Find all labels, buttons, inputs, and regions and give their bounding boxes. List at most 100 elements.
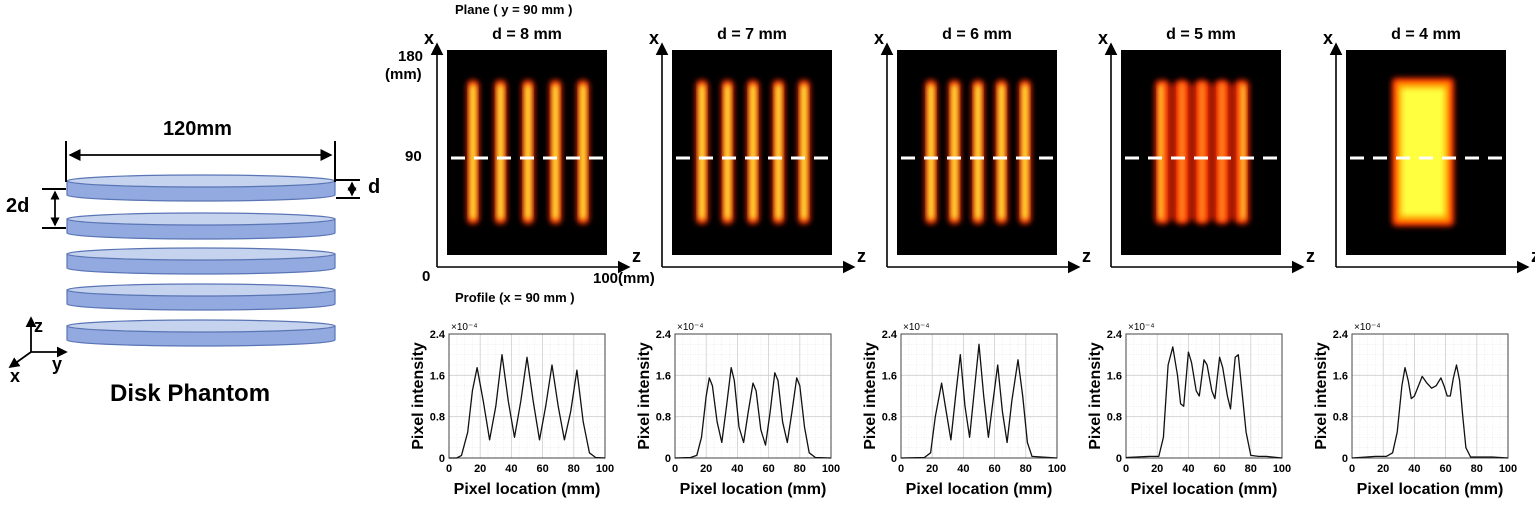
- z-tick-end: 100(mm): [593, 270, 655, 287]
- svg-text:80: 80: [1245, 463, 1257, 475]
- y-exponent-label: ×10⁻⁴: [903, 322, 930, 333]
- profile-line: [449, 354, 606, 459]
- heatmap-image: [1329, 42, 1530, 274]
- x-axis-label: x: [424, 28, 435, 48]
- svg-text:2.4: 2.4: [430, 329, 446, 341]
- image-panel: d = 8 mm x z: [402, 0, 662, 285]
- svg-text:2.4: 2.4: [1107, 329, 1123, 341]
- panel-title: d = 6 mm: [942, 26, 1012, 43]
- x-axis-label: x: [1098, 28, 1109, 48]
- svg-text:0.8: 0.8: [882, 412, 897, 424]
- panel-title: d = 8 mm: [492, 26, 562, 43]
- profile-line: [1351, 364, 1509, 459]
- line-chart: 0 20 40 60 80 100 0 0.8 1.6 2.4 ×10⁻⁴ Pixel locatio…: [1087, 322, 1291, 498]
- svg-text:20: 20: [474, 463, 486, 475]
- svg-text:20: 20: [1151, 463, 1163, 475]
- z-axis-label: z: [1531, 246, 1535, 267]
- y-axis-label: y: [52, 354, 63, 374]
- line-chart: 0 20 40 60 80 100 0 0.8 1.6 2.4 ×10⁻⁴ Pixel locatio…: [862, 322, 1066, 498]
- z-axis-label: z: [632, 246, 641, 266]
- z-axis-label: z: [1306, 246, 1315, 266]
- z-axis-label: z: [857, 246, 866, 266]
- svg-text:1.6: 1.6: [882, 370, 897, 382]
- y-axis-title: Pixel intensity: [636, 342, 653, 450]
- y-axis-title: Pixel intensity: [410, 342, 427, 450]
- svg-text:100: 100: [1273, 463, 1291, 475]
- svg-text:0: 0: [1116, 453, 1122, 465]
- svg-text:40: 40: [505, 463, 517, 475]
- image-panel: d = 6 mm x z: [852, 0, 1112, 285]
- phantom-title: Disk Phantom: [110, 380, 271, 407]
- x-axis-title: Pixel location (mm): [680, 481, 827, 498]
- svg-text:80: 80: [794, 463, 806, 475]
- plane-section-label: Plane ( y = 90 mm ): [455, 2, 573, 17]
- svg-text:0: 0: [672, 463, 678, 475]
- svg-text:60: 60: [1213, 463, 1225, 475]
- disk-phantom-diagram: [8, 141, 360, 369]
- y-axis-title: Pixel intensity: [1087, 342, 1104, 450]
- thickness-dimension: [336, 179, 360, 199]
- svg-text:60: 60: [762, 463, 774, 475]
- svg-text:80: 80: [1020, 463, 1032, 475]
- svg-text:0: 0: [1342, 453, 1348, 465]
- svg-text:80: 80: [568, 463, 580, 475]
- heatmap-image: [1104, 42, 1305, 274]
- y-exponent-label: ×10⁻⁴: [677, 322, 704, 333]
- profile-chart: 0 20 40 60 80 100 0 0.8 1.6 2.4 ×10⁻⁴ Pixel locatio…: [1072, 310, 1307, 505]
- y-exponent-label: ×10⁻⁴: [1354, 322, 1381, 333]
- svg-text:100: 100: [1499, 463, 1517, 475]
- svg-text:20: 20: [926, 463, 938, 475]
- profile-line: [900, 343, 1058, 459]
- panel-title: d = 7 mm: [717, 26, 787, 43]
- svg-text:0.8: 0.8: [1107, 412, 1122, 424]
- x-tick-180: 180: [398, 48, 424, 65]
- svg-text:0: 0: [1349, 463, 1355, 475]
- svg-text:0: 0: [891, 453, 897, 465]
- y-axis-title: Pixel intensity: [862, 342, 879, 450]
- profile-line: [1125, 346, 1283, 459]
- svg-text:2.4: 2.4: [882, 329, 898, 341]
- heatmap-image: [880, 42, 1081, 274]
- svg-text:1.6: 1.6: [1333, 370, 1348, 382]
- z-axis-label: z: [34, 316, 43, 336]
- svg-text:80: 80: [1471, 463, 1483, 475]
- x-axis-title: Pixel location (mm): [1131, 481, 1278, 498]
- svg-text:60: 60: [536, 463, 548, 475]
- x-axis-title: Pixel location (mm): [1357, 481, 1504, 498]
- z-axis-label: z: [1082, 246, 1091, 266]
- panel-title: d = 4 mm: [1391, 26, 1461, 43]
- x-tick-90: 90: [405, 148, 422, 165]
- image-panel: d = 7 mm x z: [627, 0, 887, 285]
- svg-text:40: 40: [1182, 463, 1194, 475]
- profile-section-label: Profile (x = 90 mm ): [455, 290, 575, 305]
- svg-text:0.8: 0.8: [1333, 412, 1348, 424]
- svg-text:40: 40: [731, 463, 743, 475]
- disk-stack: [66, 174, 336, 347]
- heatmap-image: [430, 42, 631, 274]
- line-chart: 0 20 40 60 80 100 0 0.8 1.6 2.4 ×10⁻⁴ Pixel locatio…: [636, 322, 840, 498]
- svg-text:100: 100: [1048, 463, 1066, 475]
- svg-text:2.4: 2.4: [1333, 329, 1349, 341]
- svg-text:0: 0: [898, 463, 904, 475]
- line-chart: 0 20 40 60 80 100 0 0.8 1.6 2.4 ×10⁻⁴ Pixel locatio…: [410, 322, 614, 498]
- line-chart: 0 20 40 60 80 100 0 0.8 1.6 2.4 ×10⁻⁴ Pixel locatio…: [1313, 322, 1517, 498]
- profile-line: [674, 366, 832, 459]
- svg-text:2.4: 2.4: [656, 329, 672, 341]
- x-axis-label: x: [874, 28, 885, 48]
- svg-text:0: 0: [446, 463, 452, 475]
- profile-chart: 0 20 40 60 80 100 0 0.8 1.6 2.4 ×10⁻⁴ Pixel locatio…: [621, 310, 856, 505]
- x-axis-label: x: [1323, 28, 1334, 48]
- spacing-label: 2d: [6, 195, 30, 217]
- svg-text:100: 100: [822, 463, 840, 475]
- x-axis-label: x: [649, 28, 660, 48]
- x-tick-origin: 0: [422, 268, 431, 285]
- profile-chart: 0 20 40 60 80 100 0 0.8 1.6 2.4 ×10⁻⁴ Pixel locatio…: [847, 310, 1082, 505]
- svg-text:0: 0: [665, 453, 671, 465]
- y-exponent-label: ×10⁻⁴: [451, 322, 478, 333]
- thickness-label: d: [368, 176, 381, 198]
- svg-text:1.6: 1.6: [1107, 370, 1122, 382]
- x-tick-unit: (mm): [385, 66, 422, 83]
- svg-text:40: 40: [1408, 463, 1420, 475]
- x-axis-title: Pixel location (mm): [454, 481, 601, 498]
- image-panel: d = 4 mm x z: [1301, 0, 1535, 285]
